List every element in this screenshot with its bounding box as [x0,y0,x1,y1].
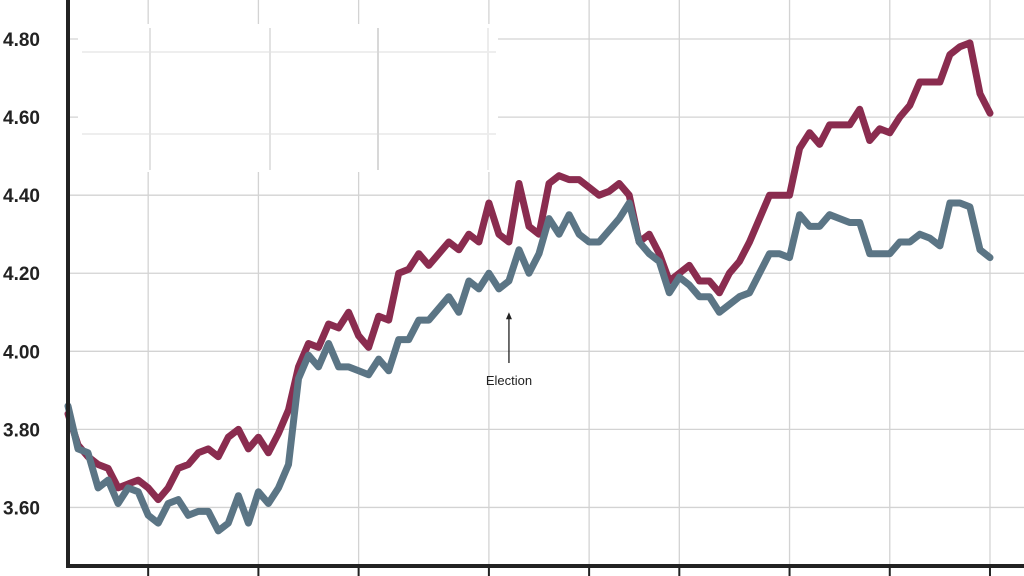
tick-labels: 3.60 3.80 4.00 4.20 4.40 4.60 4.80 [3,30,40,519]
y-tick-label: 4.80 [3,30,40,51]
axes [66,0,1024,576]
y-tick-label: 4.60 [3,108,40,129]
y-tick-label: 4.40 [3,186,40,207]
y-tick-label: 3.60 [3,498,40,519]
annotation-arrowhead [505,312,512,320]
y-tick-label: 3.80 [3,420,40,441]
y-tick-label: 4.00 [3,342,40,363]
annotation: Election [486,312,532,388]
y-tick-label: 4.20 [3,264,40,285]
series-line-1 [64,39,994,504]
annotation-label: Election [486,373,532,388]
series-line-2 [64,199,994,535]
series [64,39,994,535]
faded-patch [78,24,498,172]
